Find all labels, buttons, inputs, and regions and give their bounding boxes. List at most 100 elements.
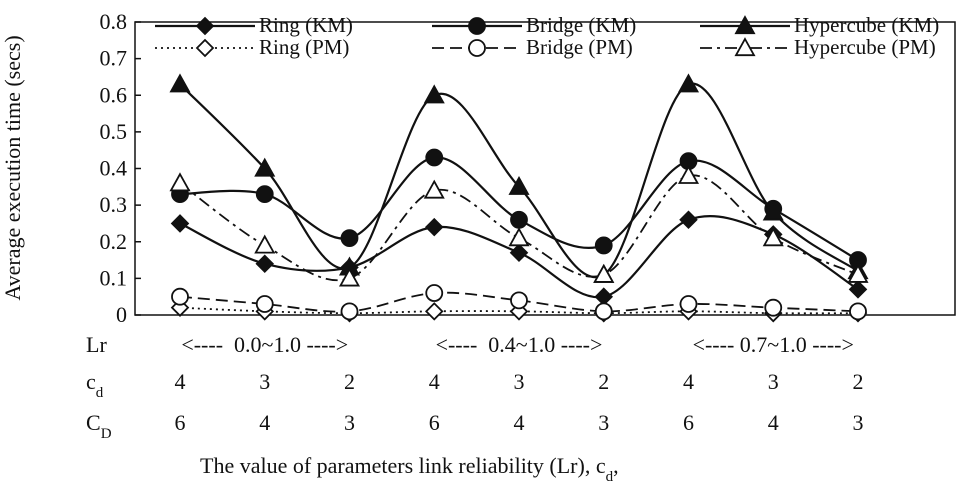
- data-point: [254, 157, 276, 177]
- series-bridge-pm: [171, 284, 867, 321]
- x-axis-title-main: The value of parameters link reliability…: [200, 453, 606, 478]
- CD-value-label: 4: [259, 410, 270, 435]
- row-label-cd: cd: [86, 369, 104, 401]
- cd-value-label: 4: [683, 369, 694, 394]
- legend-item: Ring (PM): [155, 35, 349, 59]
- data-point: [424, 302, 444, 321]
- y-tick-label: 0.3: [100, 192, 128, 217]
- data-point: [338, 267, 361, 287]
- CD-value-label: 6: [429, 410, 440, 435]
- legend-marker: [468, 17, 486, 35]
- data-point: [254, 234, 276, 254]
- series-line: [179, 174, 859, 282]
- row-label-lr: Lr: [86, 332, 107, 357]
- row-label-cd-sub: d: [96, 385, 104, 401]
- legend-item: Hypercube (KM): [700, 13, 939, 37]
- data-point: [509, 243, 529, 263]
- cd-value-label: 3: [768, 369, 779, 394]
- data-point: [679, 295, 698, 313]
- legend-marker: [734, 37, 756, 57]
- CD-value-label: 3: [344, 410, 355, 435]
- data-point: [171, 287, 189, 306]
- cd-value-label: 2: [853, 369, 864, 394]
- row-label-cd-main: c: [86, 369, 96, 394]
- data-point: [508, 175, 530, 195]
- legend-item: Ring (KM): [155, 13, 353, 37]
- data-point: [677, 73, 700, 93]
- row-label-CD-main: C: [86, 410, 101, 435]
- data-point: [423, 84, 445, 104]
- category-labels: Lr cd CD <---- 0.0~1.0 ----> <---- 0.4~1.0 -…: [86, 332, 864, 442]
- cd-value-label: 2: [598, 369, 609, 394]
- y-tick-label: 0: [116, 302, 127, 327]
- lr-range-label: <---- 0.4~1.0 ---->: [436, 332, 603, 357]
- x-axis-title-subscript: d: [606, 469, 614, 484]
- CD-value-label: 6: [683, 410, 694, 435]
- series-layer: [169, 73, 869, 323]
- data-point: [594, 236, 613, 255]
- lr-range-label: <---- 0.7~1.0 ---->: [693, 332, 854, 357]
- data-point: [594, 287, 614, 306]
- data-point: [677, 164, 700, 184]
- lr-range-label: <---- 0.0~1.0 ---->: [181, 332, 348, 357]
- axes-layer: 0 0.1 0.2 0.3 0.4 0.5 0.6 0.7 0.8: [100, 9, 956, 327]
- cd-value-label: 4: [175, 369, 186, 394]
- data-point: [425, 148, 444, 167]
- row-label-CD: CD: [86, 410, 112, 442]
- cd-value-label: 3: [259, 369, 270, 394]
- y-axis-title: Average execution time (secs): [0, 35, 25, 300]
- x-axis-title: The value of parameters link reliability…: [200, 453, 619, 484]
- legend-marker: [195, 38, 215, 58]
- data-point: [255, 295, 274, 313]
- legend-label: Ring (KM): [259, 13, 353, 37]
- legend-label: Bridge (PM): [526, 35, 633, 59]
- data-point: [170, 214, 190, 233]
- data-point: [340, 302, 359, 321]
- legend-item: Bridge (KM): [432, 13, 636, 37]
- data-point: [340, 229, 359, 247]
- y-tick-label: 0.2: [100, 229, 128, 254]
- y-tick-label: 0.5: [100, 119, 128, 144]
- CD-value-label: 3: [853, 410, 864, 435]
- legend-marker: [195, 16, 215, 36]
- legend-marker: [734, 15, 756, 35]
- y-tick-label: 0.4: [100, 156, 128, 181]
- data-point: [679, 210, 698, 230]
- CD-value-label: 3: [598, 410, 609, 435]
- series-ring-km: [170, 210, 868, 306]
- y-tick-label: 0.7: [100, 46, 128, 71]
- y-tick-label: 0.1: [100, 265, 128, 290]
- cd-value-label: 4: [429, 369, 440, 394]
- data-point: [510, 210, 528, 229]
- y-tick-label: 0.6: [100, 82, 128, 107]
- x-axis-title-suffix: ,: [613, 453, 619, 478]
- data-point: [847, 263, 869, 283]
- CD-value-label: 6: [175, 410, 186, 435]
- series-hypercube-km: [169, 73, 869, 283]
- cd-value-label: 2: [344, 369, 355, 394]
- CD-value-label: 4: [514, 410, 525, 435]
- data-point: [848, 280, 868, 299]
- data-point: [255, 185, 274, 204]
- data-point: [764, 298, 783, 317]
- data-point: [593, 263, 615, 283]
- legend: Ring (KM) Bridge (KM) Hypercube (KM) Ring (…: [155, 13, 939, 59]
- data-point: [762, 201, 784, 221]
- data-point: [169, 172, 191, 192]
- legend-label: Hypercube (KM): [794, 13, 939, 37]
- data-point: [423, 179, 445, 199]
- series-line: [179, 215, 859, 299]
- data-point: [510, 291, 528, 310]
- legend-label: Hypercube (PM): [794, 35, 936, 59]
- data-point: [424, 217, 444, 237]
- legend-label: Bridge (KM): [526, 13, 636, 37]
- y-tick-label: 0.8: [100, 9, 128, 34]
- data-point: [425, 284, 444, 302]
- data-point: [169, 73, 191, 93]
- series-hypercube-pm: [169, 164, 869, 287]
- data-point: [594, 302, 613, 321]
- data-point: [508, 227, 530, 247]
- CD-value-label: 4: [768, 410, 779, 435]
